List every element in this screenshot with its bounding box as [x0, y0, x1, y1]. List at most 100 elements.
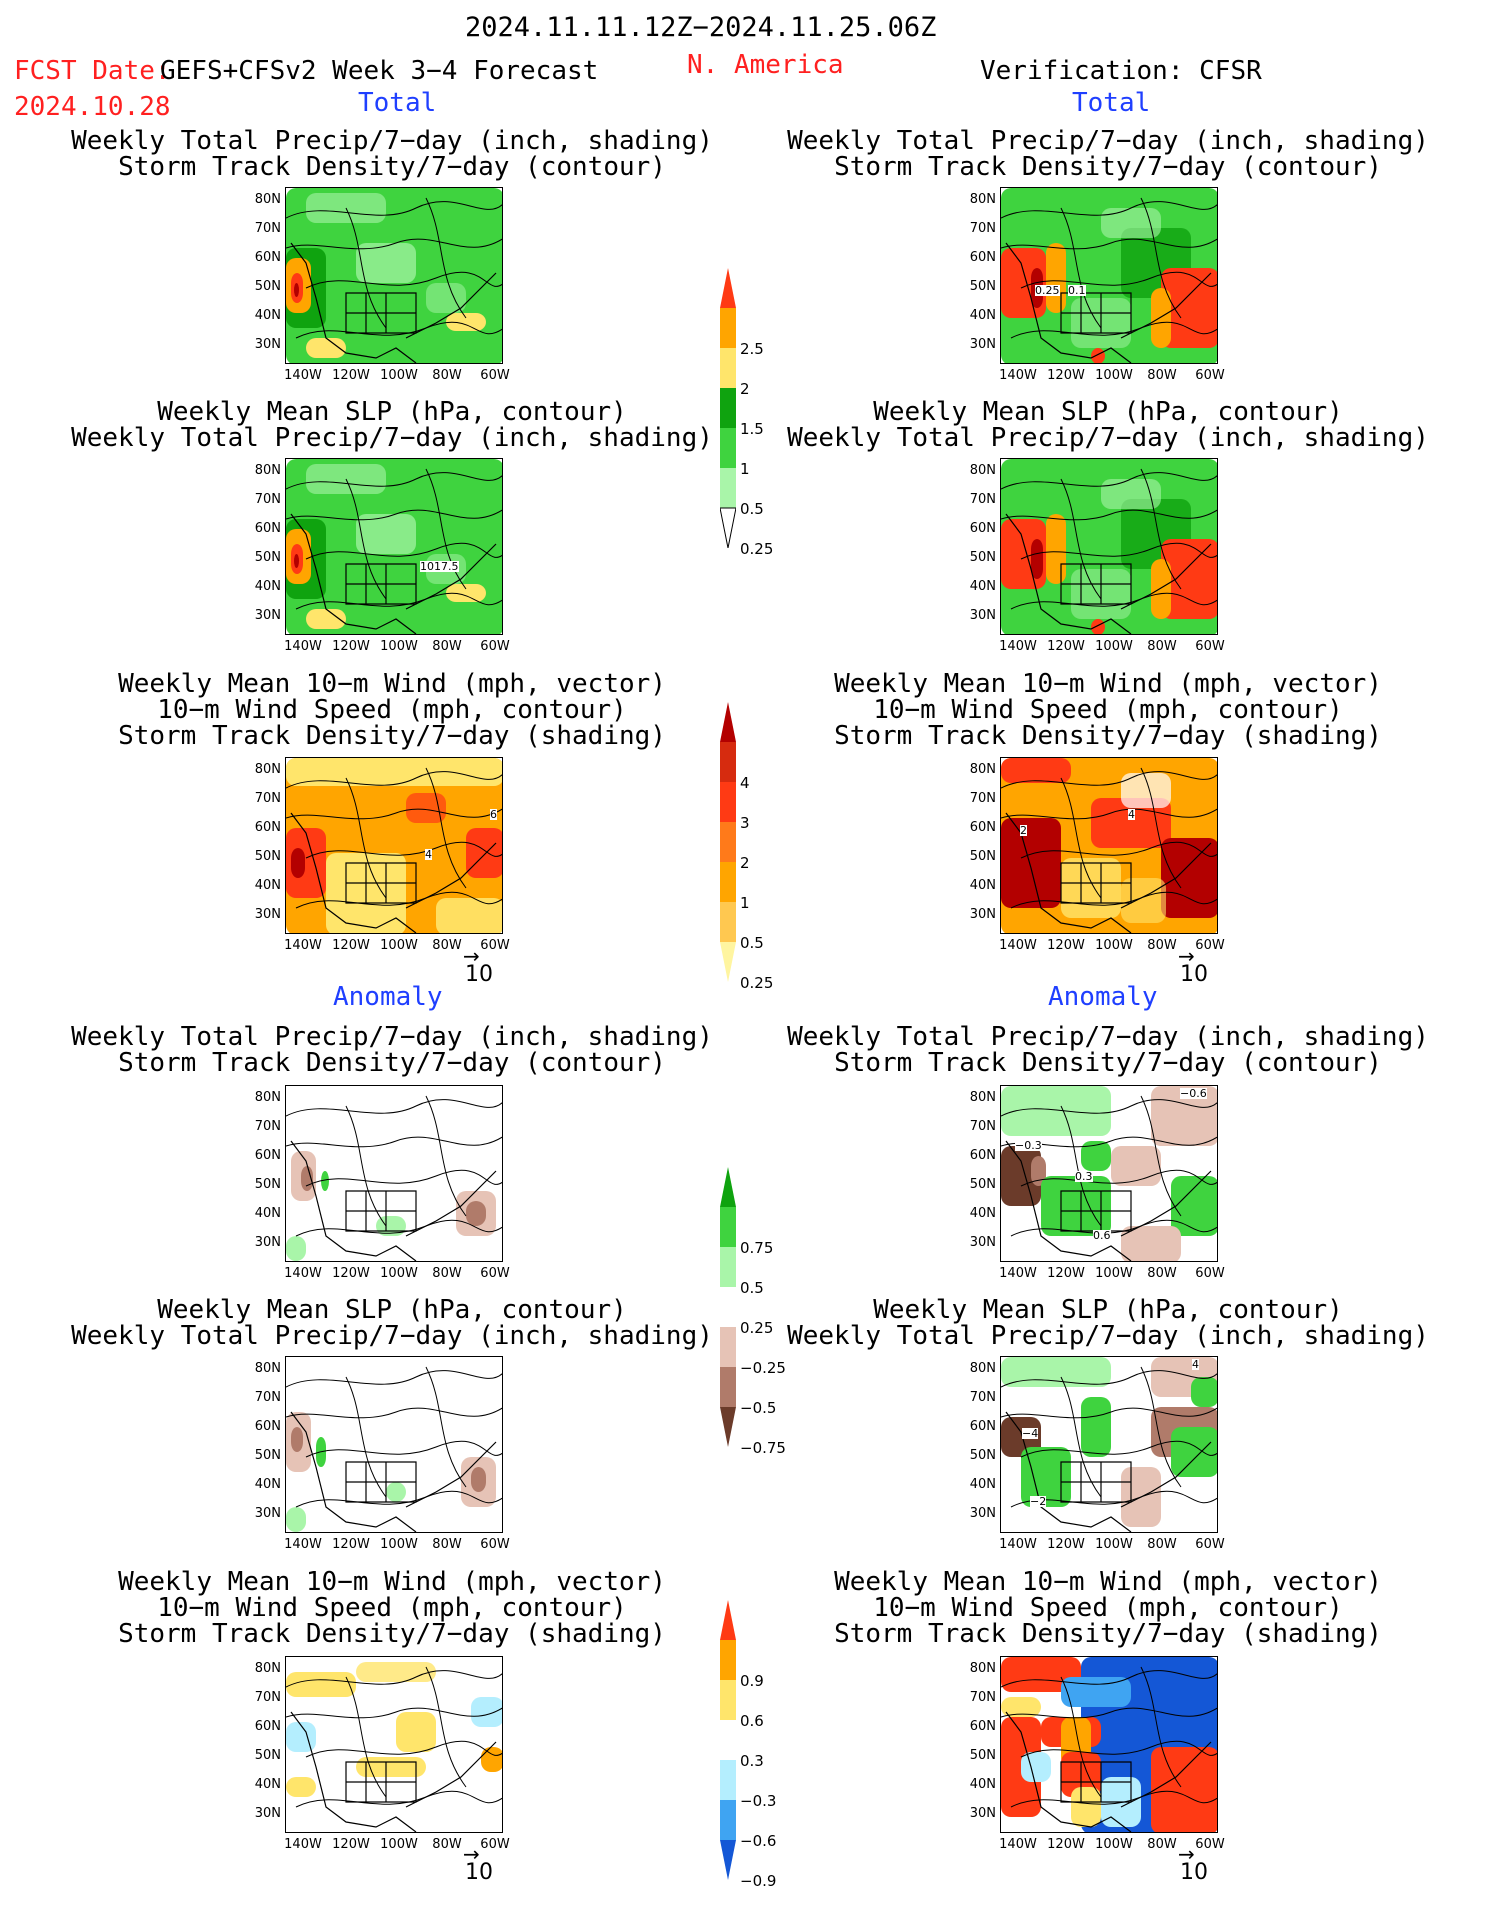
contour-line — [425, 767, 467, 889]
lon-label: 80W — [432, 368, 462, 383]
lon-label: 60W — [1195, 368, 1225, 383]
title-obs-precip-anom-line: Storm Track Density/7−day (contour) — [834, 1048, 1382, 1078]
colorbar-bottom-tip — [720, 1407, 736, 1447]
lon-label: 80W — [1147, 1537, 1177, 1552]
colorbar-tick-label: 1 — [740, 460, 750, 478]
colorbar-storm-total — [720, 702, 736, 986]
contour-line — [1140, 1095, 1182, 1217]
lon-label: 120W — [1047, 938, 1085, 953]
contour-label: −4 — [1022, 1427, 1039, 1440]
title-obs-wind-total-line: Storm Track Density/7−day (shading) — [834, 721, 1382, 751]
map-obs-precip-total — [1000, 187, 1218, 364]
lon-label: 60W — [480, 639, 510, 654]
contour-line — [286, 1370, 502, 1388]
shading-region — [466, 1201, 486, 1226]
lon-label: 80W — [432, 639, 462, 654]
shading-region — [1151, 1747, 1217, 1832]
colorbar-precip-anom-graphic — [720, 1167, 736, 1447]
lat-label: 40N — [254, 1206, 281, 1221]
shading-region — [396, 1712, 436, 1752]
lon-label: 60W — [1195, 1266, 1225, 1281]
lat-label: 40N — [969, 579, 996, 594]
vector-ref-right-anom-label: 10 — [1180, 1860, 1208, 1885]
contour-label: 0.3 — [1075, 1170, 1093, 1183]
lon-label: 120W — [332, 1537, 370, 1552]
map-fc-slp-total-field — [286, 459, 502, 634]
colorbar-top-tip — [720, 1167, 736, 1207]
lat-label: 30N — [254, 1806, 281, 1821]
title-obs-wind-anom-line: 10−m Wind Speed (mph, contour) — [873, 1593, 1343, 1623]
shading-region — [294, 554, 299, 568]
shading-region — [1021, 1447, 1071, 1507]
shading-region — [436, 898, 502, 933]
lon-label: 100W — [1095, 639, 1133, 654]
section-total-left: Total — [358, 88, 437, 118]
coastline — [290, 1140, 497, 1261]
contour-line — [1001, 1407, 1217, 1419]
lat-label: 40N — [969, 1777, 996, 1792]
shading-region — [1161, 268, 1217, 348]
colorbar-segment — [720, 1367, 736, 1407]
map-obs-precip-total-field — [1001, 188, 1217, 363]
colorbar-tick-label: 4 — [740, 774, 750, 792]
lat-label: 80N — [254, 762, 281, 777]
lat-label: 60N — [969, 521, 996, 536]
colorbar-segment — [720, 1247, 736, 1287]
lat-label: 60N — [969, 1719, 996, 1734]
colorbar-segment — [720, 1287, 736, 1327]
colorbar-tick-label: 1.5 — [740, 420, 764, 438]
shading-region — [356, 243, 416, 283]
contour-line — [1060, 207, 1102, 329]
title-obs-wind-total-line: 10−m Wind Speed (mph, contour) — [873, 695, 1343, 725]
map-fc-wind-anom-field — [286, 1662, 502, 1832]
lat-label: 80N — [254, 192, 281, 207]
coastline — [1005, 513, 1212, 634]
shading-region — [426, 283, 466, 313]
title-obs-wind-total-line: Weekly Mean 10−m Wind (mph, vector) — [834, 669, 1382, 699]
shading-region — [1001, 1086, 1111, 1136]
lat-label: 60N — [254, 250, 281, 265]
colorbar-segment — [720, 862, 736, 902]
contour-label: −0.3 — [1015, 1139, 1042, 1152]
shading-region — [1001, 1357, 1111, 1387]
lat-label: 50N — [969, 279, 996, 294]
colorbar-tick-label: 1 — [740, 894, 750, 912]
lat-label: 30N — [254, 1235, 281, 1250]
shading-region — [1001, 1146, 1041, 1206]
colorbar-precip-anom — [720, 1167, 736, 1451]
colorbar-tick-label: −0.75 — [740, 1439, 786, 1457]
vector-ref-right-total-arrow: → — [1178, 944, 1195, 968]
title-fc-precip-anom-line: Storm Track Density/7−day (contour) — [118, 1048, 666, 1078]
title-obs-slp-anom-line: Weekly Total Precip/7−day (inch, shading… — [787, 1321, 1429, 1351]
colorbar-precip-total — [719, 268, 737, 552]
lon-label: 100W — [380, 938, 418, 953]
colorbar-tick-label: 0.25 — [740, 974, 774, 992]
lon-label: 120W — [1047, 368, 1085, 383]
lon-label: 80W — [432, 938, 462, 953]
contour-line — [1001, 1707, 1217, 1719]
title-fc-wind-total-line: Storm Track Density/7−day (shading) — [118, 721, 666, 751]
lon-label: 60W — [1195, 639, 1225, 654]
lon-label: 140W — [284, 1837, 322, 1852]
title-fc-wind-total-line: Weekly Mean 10−m Wind (mph, vector) — [118, 669, 666, 699]
colorbar-bottom-tip — [719, 507, 737, 549]
colorbar-storm-anom — [720, 1600, 736, 1884]
contour-line — [305, 1169, 502, 1187]
lat-label: 30N — [969, 1806, 996, 1821]
shading-region — [386, 1482, 406, 1502]
colorbar-tick-label: 0.9 — [740, 1672, 764, 1690]
lat-label: 70N — [254, 791, 281, 806]
contour-line — [1060, 478, 1102, 600]
lat-label: 30N — [254, 608, 281, 623]
contour-line — [345, 207, 387, 329]
title-obs-precip-total-line: Storm Track Density/7−day (contour) — [834, 152, 1382, 182]
shading-region — [1121, 878, 1166, 923]
lat-label: 70N — [254, 221, 281, 236]
colorbar-segment — [720, 1640, 736, 1680]
contour-line — [345, 1676, 387, 1798]
lat-label: 30N — [969, 1506, 996, 1521]
contour-line — [345, 777, 387, 899]
lon-label: 100W — [1095, 1266, 1133, 1281]
contour-line — [1001, 1370, 1217, 1388]
